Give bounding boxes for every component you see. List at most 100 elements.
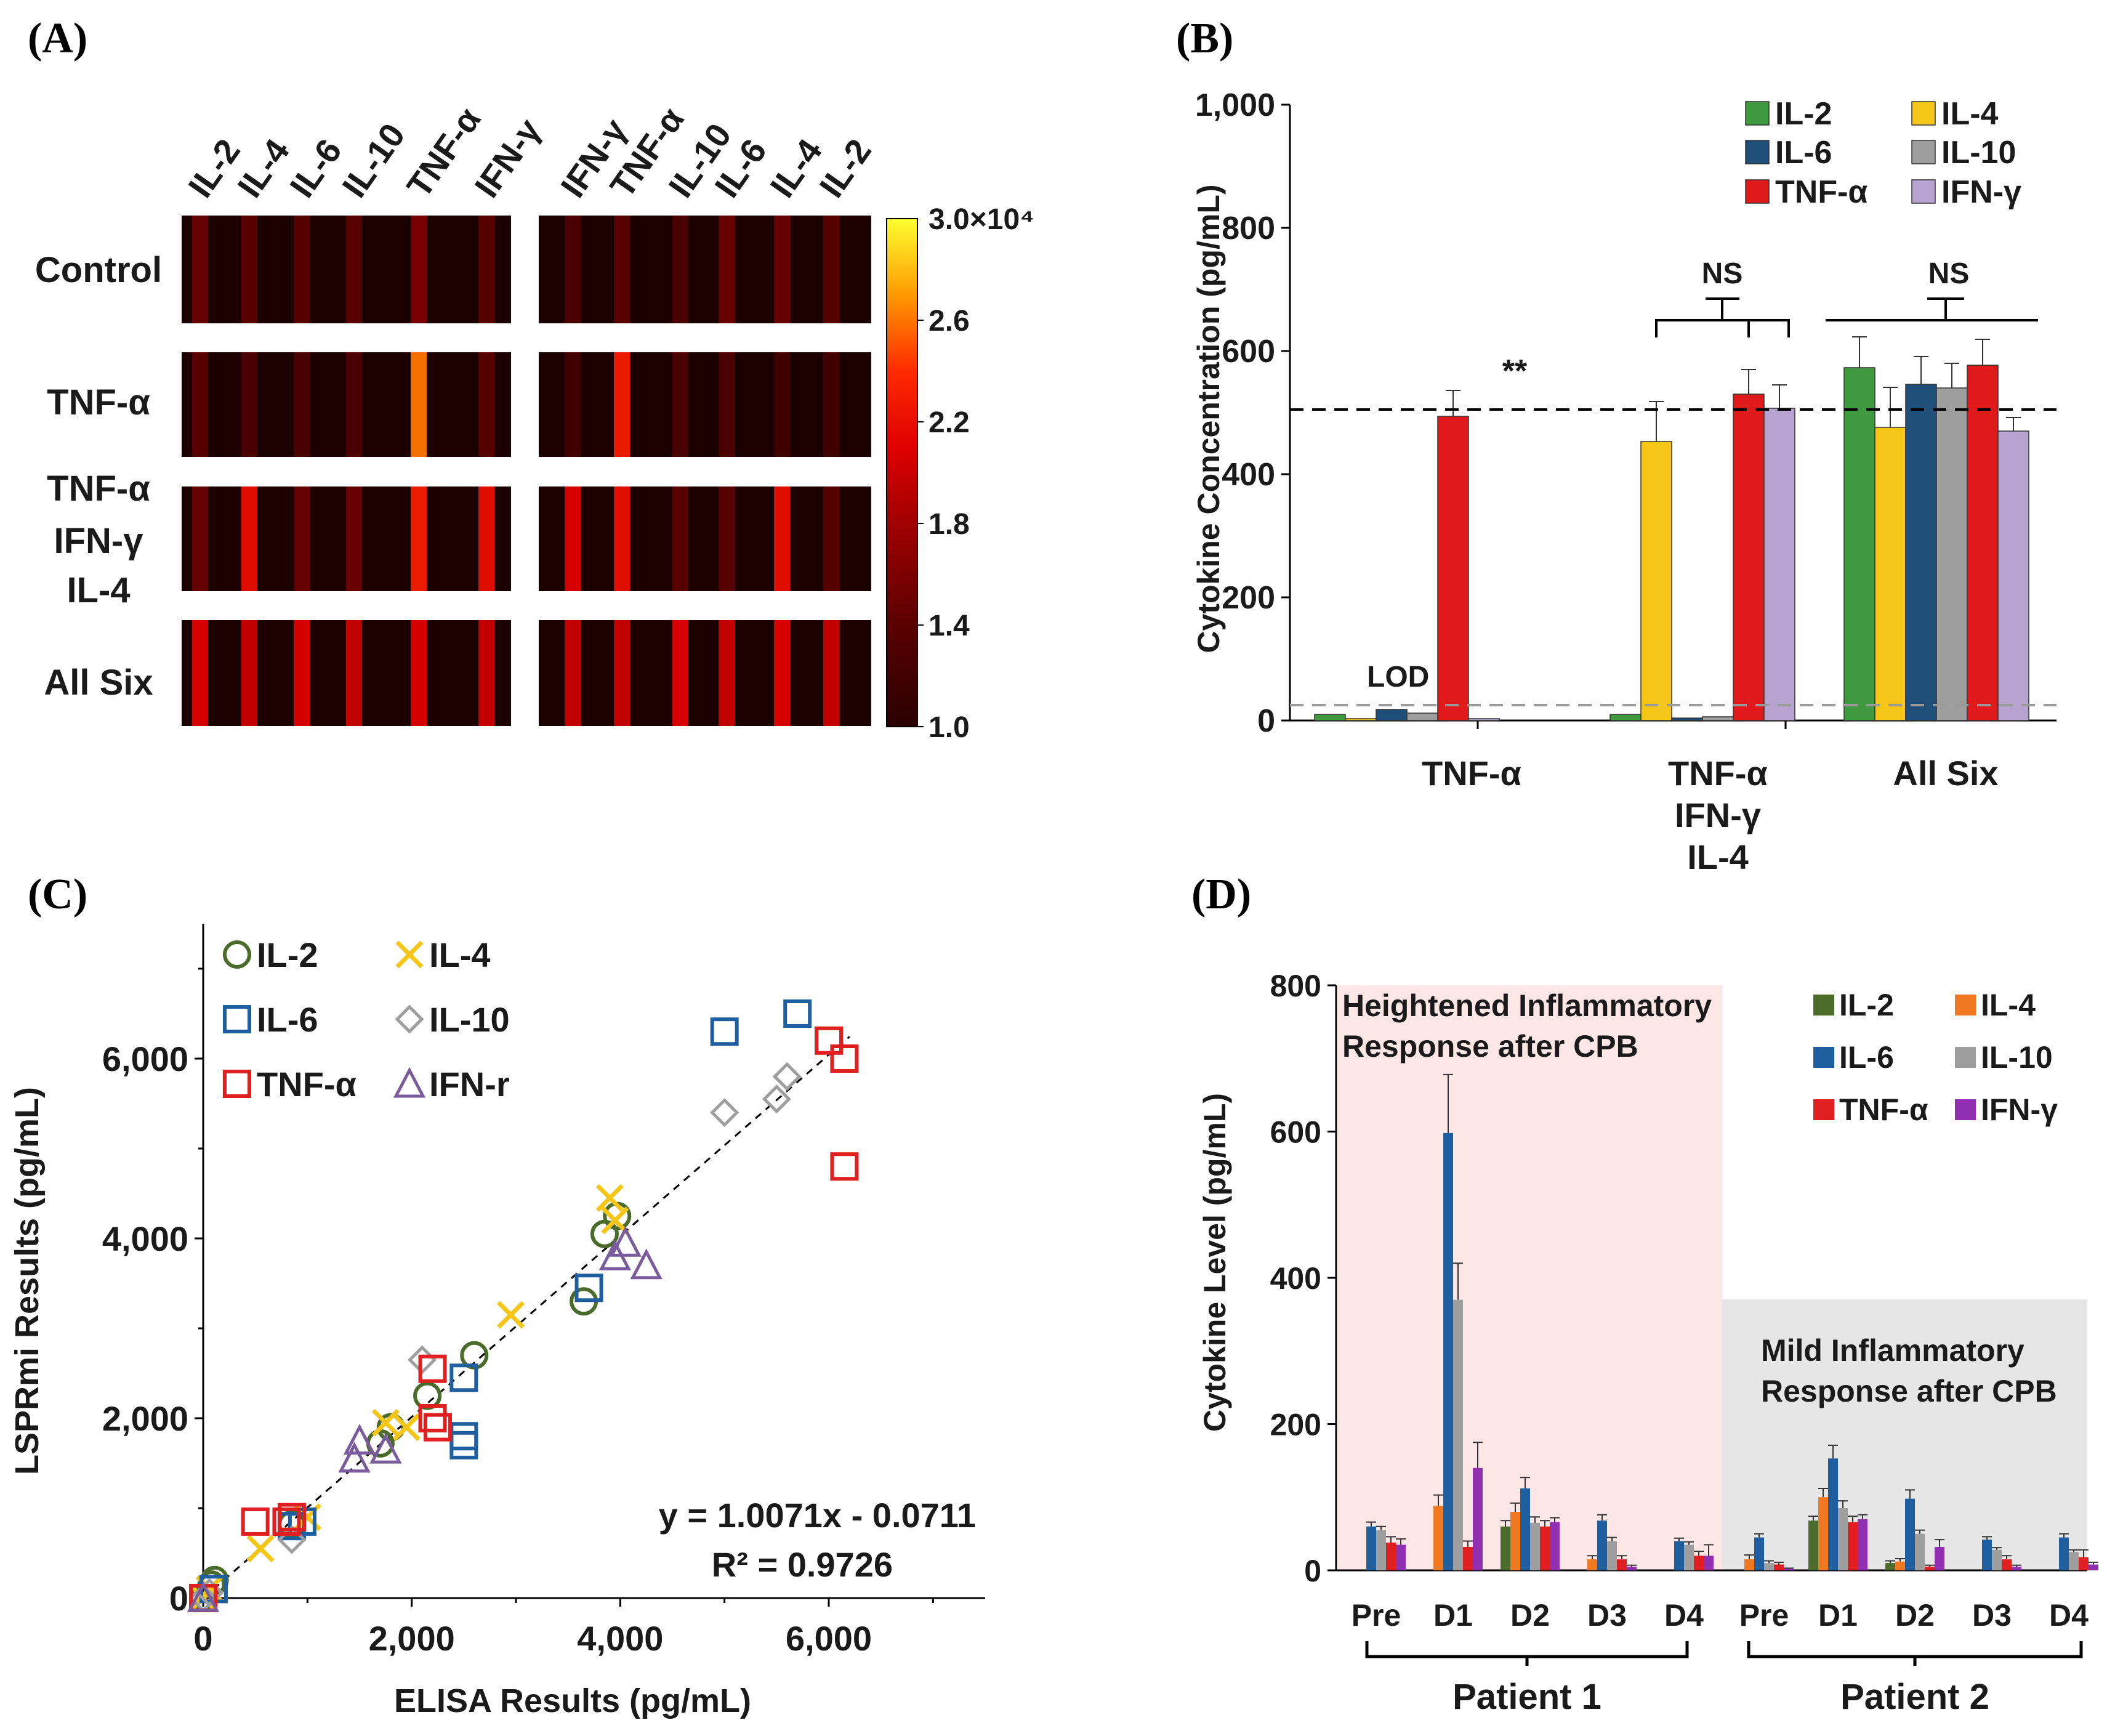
c-point-square <box>272 1507 301 1536</box>
c-point-diamond <box>762 1084 791 1114</box>
d-bar <box>1935 1547 1944 1570</box>
heatmap-band <box>614 352 630 457</box>
heatmap-cell-bg <box>539 216 871 323</box>
heatmap-col-label: IL-2 <box>812 132 879 204</box>
heatmap-band <box>478 620 494 726</box>
d-x-tick-label: D1 <box>1433 1598 1473 1633</box>
c-point-circle <box>460 1341 489 1370</box>
c-point-triangle <box>630 1248 663 1280</box>
heatmap-band <box>478 486 494 591</box>
heatmap-band <box>774 352 790 457</box>
d-bar <box>2089 1564 2098 1570</box>
b-lod-label: LOD <box>1367 661 1429 693</box>
heatmap-col-label: IL-10 <box>334 116 413 204</box>
c-legend-label: IL-2 <box>257 935 318 974</box>
b-bar <box>1967 365 1999 721</box>
colorbar-tick-label: 1.8 <box>929 508 970 541</box>
d-bar <box>1828 1458 1838 1570</box>
heatmap-col-label: IL-4 <box>230 132 297 204</box>
heatmap-col-label: IL-6 <box>282 132 349 204</box>
d-x-tick-label: D4 <box>1664 1598 1704 1633</box>
d-legend-label: IL-2 <box>1839 988 1894 1022</box>
b-bar <box>1905 384 1937 721</box>
c-legend-marker <box>223 1005 251 1033</box>
d-patient-bracket <box>1365 1641 1689 1666</box>
heatmap-cell-bg <box>539 352 871 457</box>
heatmap-band <box>565 216 581 323</box>
c-y-tick-label: 2,000 <box>102 1399 188 1438</box>
c-x-tick-label: 6,000 <box>786 1619 872 1658</box>
d-bar <box>2069 1552 2079 1570</box>
c-point-square <box>449 1431 478 1459</box>
d-bar <box>1530 1522 1540 1570</box>
heatmap-band <box>294 620 310 726</box>
d-bar <box>1925 1567 1935 1570</box>
b-legend-label: IL-4 <box>1941 96 1999 132</box>
d-bar <box>1463 1547 1473 1570</box>
d-bar <box>1443 1132 1453 1570</box>
c-point-x <box>601 1206 629 1235</box>
heatmap-band <box>614 620 630 726</box>
heatmap-band <box>565 352 581 457</box>
heatmap-band <box>719 486 735 591</box>
c-point-x <box>392 1413 421 1442</box>
heatmap-band <box>192 352 208 457</box>
c-point-x <box>246 1535 275 1563</box>
c-legend-label: IL-10 <box>429 1000 510 1039</box>
c-regression-line <box>203 1036 850 1599</box>
c-y-tick-label: 0 <box>169 1579 188 1618</box>
c-point-square <box>449 1363 478 1392</box>
d-bar <box>1915 1533 1925 1570</box>
d-bar <box>1617 1559 1627 1570</box>
c-equation: y = 1.0071x - 0.0711 <box>659 1496 976 1535</box>
d-bar <box>2002 1559 2012 1570</box>
d-patient-bracket <box>1747 1641 2083 1666</box>
b-bar <box>1763 408 1795 721</box>
heatmap-row-label: All Six <box>44 663 153 703</box>
c-point-square <box>830 1044 859 1073</box>
d-bar <box>1540 1526 1550 1570</box>
bar-chart-b: Cytokine Concentration (pg/mL) 0 200 400 60… <box>1191 87 2057 876</box>
heatmap-band <box>192 216 208 323</box>
d-bar <box>1520 1488 1530 1570</box>
heatmap-cell-bg <box>539 620 871 726</box>
b-y-tick-label: 800 <box>1222 211 1275 246</box>
heatmap-cell-bg <box>539 486 871 591</box>
c-r2: R² = 0.9726 <box>712 1545 893 1584</box>
heatmap-band <box>346 216 362 323</box>
d-bar <box>1895 1561 1905 1570</box>
b-legend-swatch <box>1745 179 1770 204</box>
colorbar-tick-label: 2.6 <box>929 305 970 337</box>
d-legend-swatch <box>1813 1099 1834 1120</box>
panel-label-a: (A) <box>28 15 87 62</box>
d-bar <box>1607 1541 1617 1570</box>
heatmap-band <box>241 620 257 726</box>
heatmap-band <box>241 352 257 457</box>
d-x-tick-label: D3 <box>1972 1598 2012 1633</box>
b-group-label: IFN-γ <box>1675 796 1761 834</box>
c-point-circle <box>590 1219 619 1248</box>
d-legend-swatch <box>1955 995 1976 1015</box>
d-legend-label: IL-4 <box>1981 988 2036 1022</box>
d-x-tick-label: Pre <box>1739 1598 1789 1633</box>
heatmap-band <box>823 486 839 591</box>
d-bar <box>1838 1508 1848 1570</box>
b-bar <box>1843 367 1875 721</box>
c-legend-label: IFN-r <box>429 1065 510 1104</box>
b-ns-label: NS <box>1928 257 1970 290</box>
heatmap-band <box>614 486 630 591</box>
c-point-square <box>288 1507 316 1536</box>
heatmap-band <box>192 620 208 726</box>
heatmap-row-label: Control <box>35 250 162 290</box>
heatmap-band <box>411 620 427 726</box>
heatmap-band <box>823 216 839 323</box>
c-point-square <box>277 1503 306 1532</box>
d-bar <box>1550 1522 1560 1570</box>
d-x-tick-label: Pre <box>1352 1598 1401 1633</box>
d-bar <box>1982 1540 1992 1570</box>
d-region-label: Heightened Inflammatory <box>1342 988 1712 1023</box>
d-y-tick-label: 800 <box>1270 969 1321 1003</box>
c-legend-marker <box>223 1070 251 1098</box>
b-legend-label: IL-2 <box>1775 96 1832 132</box>
heatmap-band <box>719 352 735 457</box>
